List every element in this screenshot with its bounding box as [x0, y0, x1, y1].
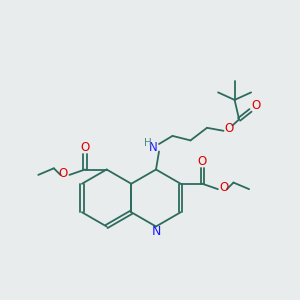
Text: H: H — [144, 138, 152, 148]
Text: O: O — [219, 181, 229, 194]
Text: O: O — [80, 141, 90, 154]
Text: N: N — [149, 141, 158, 154]
Text: O: O — [251, 98, 260, 112]
Text: N: N — [151, 225, 161, 239]
Text: O: O — [59, 167, 68, 180]
Text: O: O — [198, 155, 207, 168]
Text: O: O — [225, 122, 234, 135]
